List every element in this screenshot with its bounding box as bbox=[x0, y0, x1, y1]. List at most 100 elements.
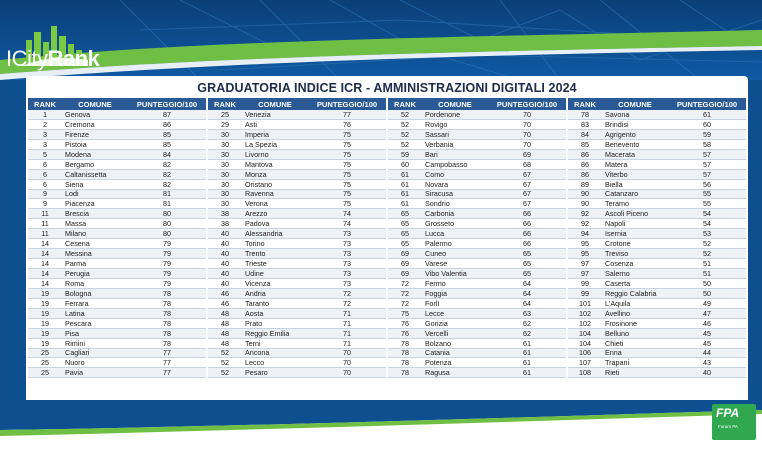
table-row: 86 Viterbo 57 bbox=[568, 170, 746, 180]
rank-cell: 30 bbox=[221, 179, 229, 189]
table-row: 78 Catania 61 bbox=[388, 348, 566, 359]
score-cell: 69 bbox=[523, 149, 531, 159]
comune-cell: Isernia bbox=[605, 229, 627, 239]
comune-cell: Novara bbox=[425, 179, 449, 189]
comune-cell: Rieti bbox=[605, 368, 620, 378]
comune-cell: Salerno bbox=[605, 268, 630, 278]
score-cell: 51 bbox=[703, 268, 711, 278]
table-row: 11 Massa 80 bbox=[28, 219, 206, 230]
logo-wordmark: ICityRank bbox=[6, 46, 100, 71]
score-cell: 71 bbox=[343, 308, 351, 318]
rank-cell: 25 bbox=[41, 358, 49, 368]
comune-cell: Palermo bbox=[425, 239, 452, 249]
comune-cell: Cagliari bbox=[65, 348, 90, 358]
rank-cell: 48 bbox=[221, 318, 229, 328]
comune-cell: Imperia bbox=[245, 129, 269, 139]
comune-cell: Vibo Valentia bbox=[425, 268, 467, 278]
score-cell: 81 bbox=[163, 189, 171, 199]
rank-cell: 3 bbox=[43, 139, 47, 149]
table-row: 40 Vicenza 73 bbox=[208, 279, 386, 289]
score-cell: 50 bbox=[703, 278, 711, 288]
table-row: 59 Bari 69 bbox=[388, 150, 566, 160]
comune-cell: Bolzano bbox=[425, 338, 451, 348]
score-cell: 75 bbox=[343, 139, 351, 149]
score-cell: 76 bbox=[343, 119, 351, 129]
rank-cell: 52 bbox=[221, 358, 229, 368]
score-cell: 74 bbox=[343, 209, 351, 219]
table-row: 52 Rovigo 70 bbox=[388, 120, 566, 130]
comune-cell: Savona bbox=[605, 109, 630, 119]
rank-cell: 69 bbox=[401, 249, 409, 259]
score-cell: 75 bbox=[343, 189, 351, 199]
comune-cell: Milano bbox=[65, 229, 87, 239]
score-cell: 77 bbox=[163, 358, 171, 368]
table-row: 75 Lecce 63 bbox=[388, 309, 566, 319]
table-row: 48 Reggio Emilia 71 bbox=[208, 329, 386, 339]
rank-cell: 83 bbox=[581, 119, 589, 129]
score-cell: 53 bbox=[703, 229, 711, 239]
comune-cell: Biella bbox=[605, 179, 623, 189]
comune-cell: Ascoli Piceno bbox=[605, 209, 649, 219]
comune-cell: La Spezia bbox=[245, 139, 277, 149]
comune-cell: Potenza bbox=[425, 358, 452, 368]
score-cell: 66 bbox=[523, 209, 531, 219]
table-row: 95 Treviso 52 bbox=[568, 249, 746, 260]
comune-cell: Enna bbox=[605, 348, 622, 358]
rank-cell: 30 bbox=[221, 139, 229, 149]
rank-cell: 72 bbox=[401, 298, 409, 308]
rank-cell: 72 bbox=[401, 288, 409, 298]
table-row: 99 Reggio Calabria 50 bbox=[568, 289, 746, 299]
rank-cell: 65 bbox=[401, 229, 409, 239]
table-row: 69 Cuneo 65 bbox=[388, 249, 566, 260]
comune-cell: Chieti bbox=[605, 338, 624, 348]
comune-header: COMUNE bbox=[258, 99, 292, 109]
score-cell: 66 bbox=[523, 239, 531, 249]
score-cell: 61 bbox=[523, 368, 531, 378]
score-cell: 78 bbox=[163, 328, 171, 338]
rank-cell: 69 bbox=[401, 259, 409, 269]
rank-cell: 19 bbox=[41, 288, 49, 298]
comune-cell: Como bbox=[425, 169, 445, 179]
table-row: 14 Perugia 79 bbox=[28, 269, 206, 279]
rank-cell: 14 bbox=[41, 259, 49, 269]
score-cell: 61 bbox=[523, 348, 531, 358]
score-cell: 71 bbox=[343, 318, 351, 328]
score-header: PUNTEGGIO/100 bbox=[136, 99, 198, 109]
score-cell: 79 bbox=[163, 239, 171, 249]
table-row: 61 Sondrio 67 bbox=[388, 199, 566, 210]
table-row: 102 Frosinone 46 bbox=[568, 319, 746, 329]
score-cell: 75 bbox=[343, 179, 351, 189]
rank-cell: 40 bbox=[221, 239, 229, 249]
score-cell: 71 bbox=[343, 328, 351, 338]
table-row: 76 Vercelli 62 bbox=[388, 329, 566, 339]
rank-cell: 19 bbox=[41, 318, 49, 328]
column-header: RANK COMUNE PUNTEGGIO/100 bbox=[388, 98, 566, 110]
comune-header: COMUNE bbox=[618, 99, 652, 109]
rank-cell: 85 bbox=[581, 139, 589, 149]
rank-cell: 92 bbox=[581, 219, 589, 229]
rank-cell: 19 bbox=[41, 308, 49, 318]
table-row: 30 Imperia 75 bbox=[208, 130, 386, 140]
rank-cell: 6 bbox=[43, 159, 47, 169]
table-row: 90 Teramo 55 bbox=[568, 199, 746, 210]
rank-cell: 3 bbox=[43, 129, 47, 139]
table-row: 78 Savona 61 bbox=[568, 110, 746, 120]
score-cell: 74 bbox=[343, 219, 351, 229]
table-row: 52 Ancona 70 bbox=[208, 348, 386, 359]
comune-cell: Lecco bbox=[245, 358, 265, 368]
comune-cell: Parma bbox=[65, 259, 87, 269]
comune-cell: Verona bbox=[245, 199, 268, 209]
rank-cell: 78 bbox=[401, 348, 409, 358]
rank-cell: 86 bbox=[581, 169, 589, 179]
rank-header: RANK bbox=[34, 99, 56, 109]
table-row: 30 Livorno 75 bbox=[208, 150, 386, 160]
score-cell: 81 bbox=[163, 199, 171, 209]
rank-cell: 14 bbox=[41, 249, 49, 259]
score-cell: 40 bbox=[703, 368, 711, 378]
comune-cell: Trento bbox=[245, 249, 266, 259]
table-row: 46 Taranto 72 bbox=[208, 299, 386, 309]
rank-cell: 11 bbox=[41, 219, 49, 229]
comune-cell: Prato bbox=[245, 318, 263, 328]
comune-cell: Asti bbox=[245, 119, 257, 129]
comune-cell: Avellino bbox=[605, 308, 631, 318]
